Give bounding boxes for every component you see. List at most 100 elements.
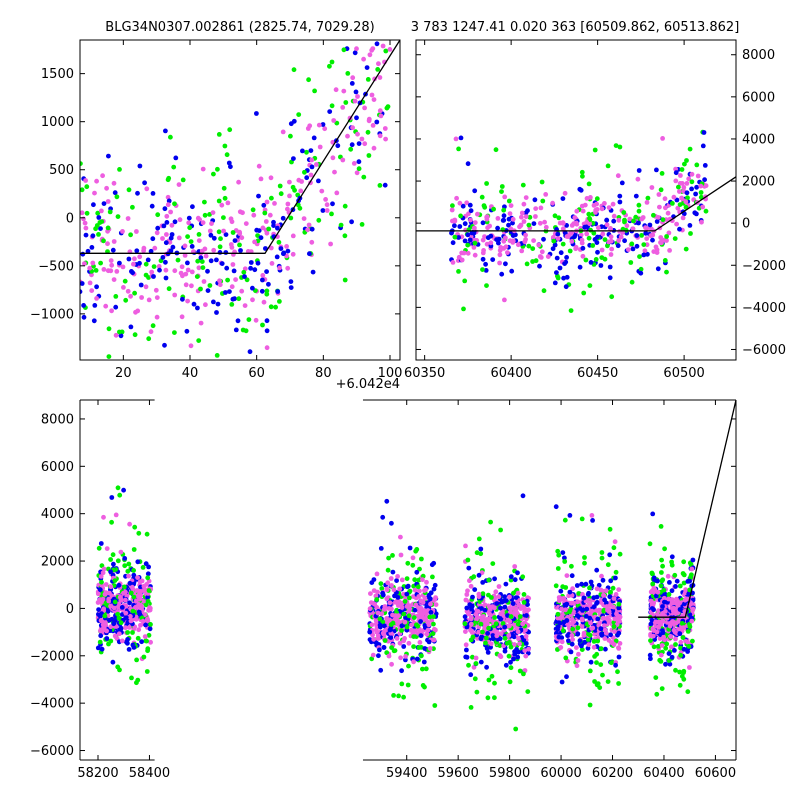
data-point-pink <box>476 629 482 635</box>
data-point-green <box>115 558 121 564</box>
data-point-pink <box>340 157 346 163</box>
data-point-green <box>196 232 202 237</box>
data-point-green <box>115 485 121 491</box>
data-point-pink <box>611 596 617 601</box>
data-point-pink <box>113 512 119 518</box>
y-tick-label: 1500 <box>41 67 74 82</box>
data-point-green <box>490 561 496 566</box>
data-point-pink <box>472 220 478 226</box>
data-point-green <box>465 557 471 563</box>
data-point-blue <box>694 184 699 190</box>
data-point-pink <box>511 642 517 647</box>
data-point-pink <box>370 632 375 638</box>
data-point-pink <box>146 297 152 303</box>
data-point-pink <box>617 641 623 646</box>
data-point-blue <box>636 220 641 226</box>
data-point-green <box>560 241 566 247</box>
data-point-blue <box>364 65 370 70</box>
data-point-blue <box>291 156 296 162</box>
data-point-pink <box>580 253 586 259</box>
data-point-blue <box>111 561 116 567</box>
data-point-blue <box>399 668 404 674</box>
data-point-blue <box>164 220 170 225</box>
data-point-pink <box>433 627 438 633</box>
data-point-pink <box>345 133 350 139</box>
data-point-green <box>151 264 157 269</box>
data-point-blue <box>113 304 119 310</box>
data-point-blue <box>320 208 326 213</box>
data-point-green <box>569 563 574 569</box>
data-point-pink <box>497 248 503 253</box>
data-point-green <box>680 571 686 576</box>
data-point-pink <box>199 248 205 254</box>
data-point-green <box>385 104 391 109</box>
data-point-blue <box>195 305 200 311</box>
data-point-green <box>616 601 622 607</box>
data-point-blue <box>472 188 478 194</box>
data-point-pink <box>143 284 149 290</box>
data-point-pink <box>384 586 390 592</box>
data-point-pink <box>543 224 549 230</box>
data-point-blue <box>588 260 594 265</box>
data-point-pink <box>107 590 112 596</box>
data-point-pink <box>386 653 392 659</box>
data-point-blue <box>374 119 380 125</box>
data-point-pink <box>375 636 381 641</box>
data-point-green <box>586 181 592 187</box>
data-point-pink <box>654 629 660 635</box>
data-point-pink <box>565 234 571 240</box>
data-point-pink <box>116 602 122 608</box>
data-point-pink <box>612 539 618 545</box>
data-point-blue <box>111 621 117 627</box>
data-point-blue <box>390 569 396 575</box>
data-point-green <box>338 222 344 228</box>
data-point-pink <box>154 295 160 300</box>
data-point-pink <box>427 646 433 651</box>
data-point-pink <box>188 343 194 349</box>
data-point-blue <box>682 601 687 607</box>
data-point-green <box>134 680 139 686</box>
data-point-green <box>306 77 311 83</box>
data-point-blue <box>583 581 589 587</box>
data-point-green <box>130 608 136 614</box>
data-point-blue <box>564 674 569 680</box>
data-point-blue <box>594 594 600 600</box>
data-point-green <box>474 689 480 695</box>
data-point-blue <box>568 649 574 655</box>
data-point-blue <box>608 578 614 584</box>
y-tick-label: −6000 <box>742 343 786 358</box>
data-point-green <box>609 294 615 300</box>
data-point-blue <box>380 514 386 520</box>
data-point-pink <box>380 630 386 636</box>
data-point-blue <box>145 257 151 263</box>
data-point-green <box>482 204 488 210</box>
data-point-pink <box>550 235 556 240</box>
data-point-green <box>527 214 533 220</box>
data-point-pink <box>373 621 379 627</box>
data-point-blue <box>508 574 514 580</box>
data-point-green <box>658 583 664 589</box>
data-point-blue <box>460 203 466 209</box>
data-point-pink <box>667 248 672 253</box>
y-tick-label: −2000 <box>30 649 74 664</box>
data-point-pink <box>156 264 162 269</box>
data-point-green <box>122 278 128 284</box>
data-point-green <box>431 614 436 619</box>
data-point-green <box>420 666 425 672</box>
data-point-pink <box>475 211 480 217</box>
data-point-green <box>221 215 226 221</box>
data-point-blue <box>478 546 484 552</box>
data-point-pink <box>111 277 117 282</box>
data-point-blue <box>91 202 96 208</box>
data-point-blue <box>580 245 586 251</box>
data-point-pink <box>179 264 185 270</box>
data-point-blue <box>131 572 137 578</box>
data-point-pink <box>663 205 668 211</box>
data-point-blue <box>108 569 113 575</box>
data-point-pink <box>285 201 291 207</box>
data-point-blue <box>649 617 655 623</box>
data-point-green <box>611 545 617 551</box>
data-point-green <box>112 599 118 605</box>
data-point-green <box>613 143 619 149</box>
data-point-pink <box>517 641 522 647</box>
